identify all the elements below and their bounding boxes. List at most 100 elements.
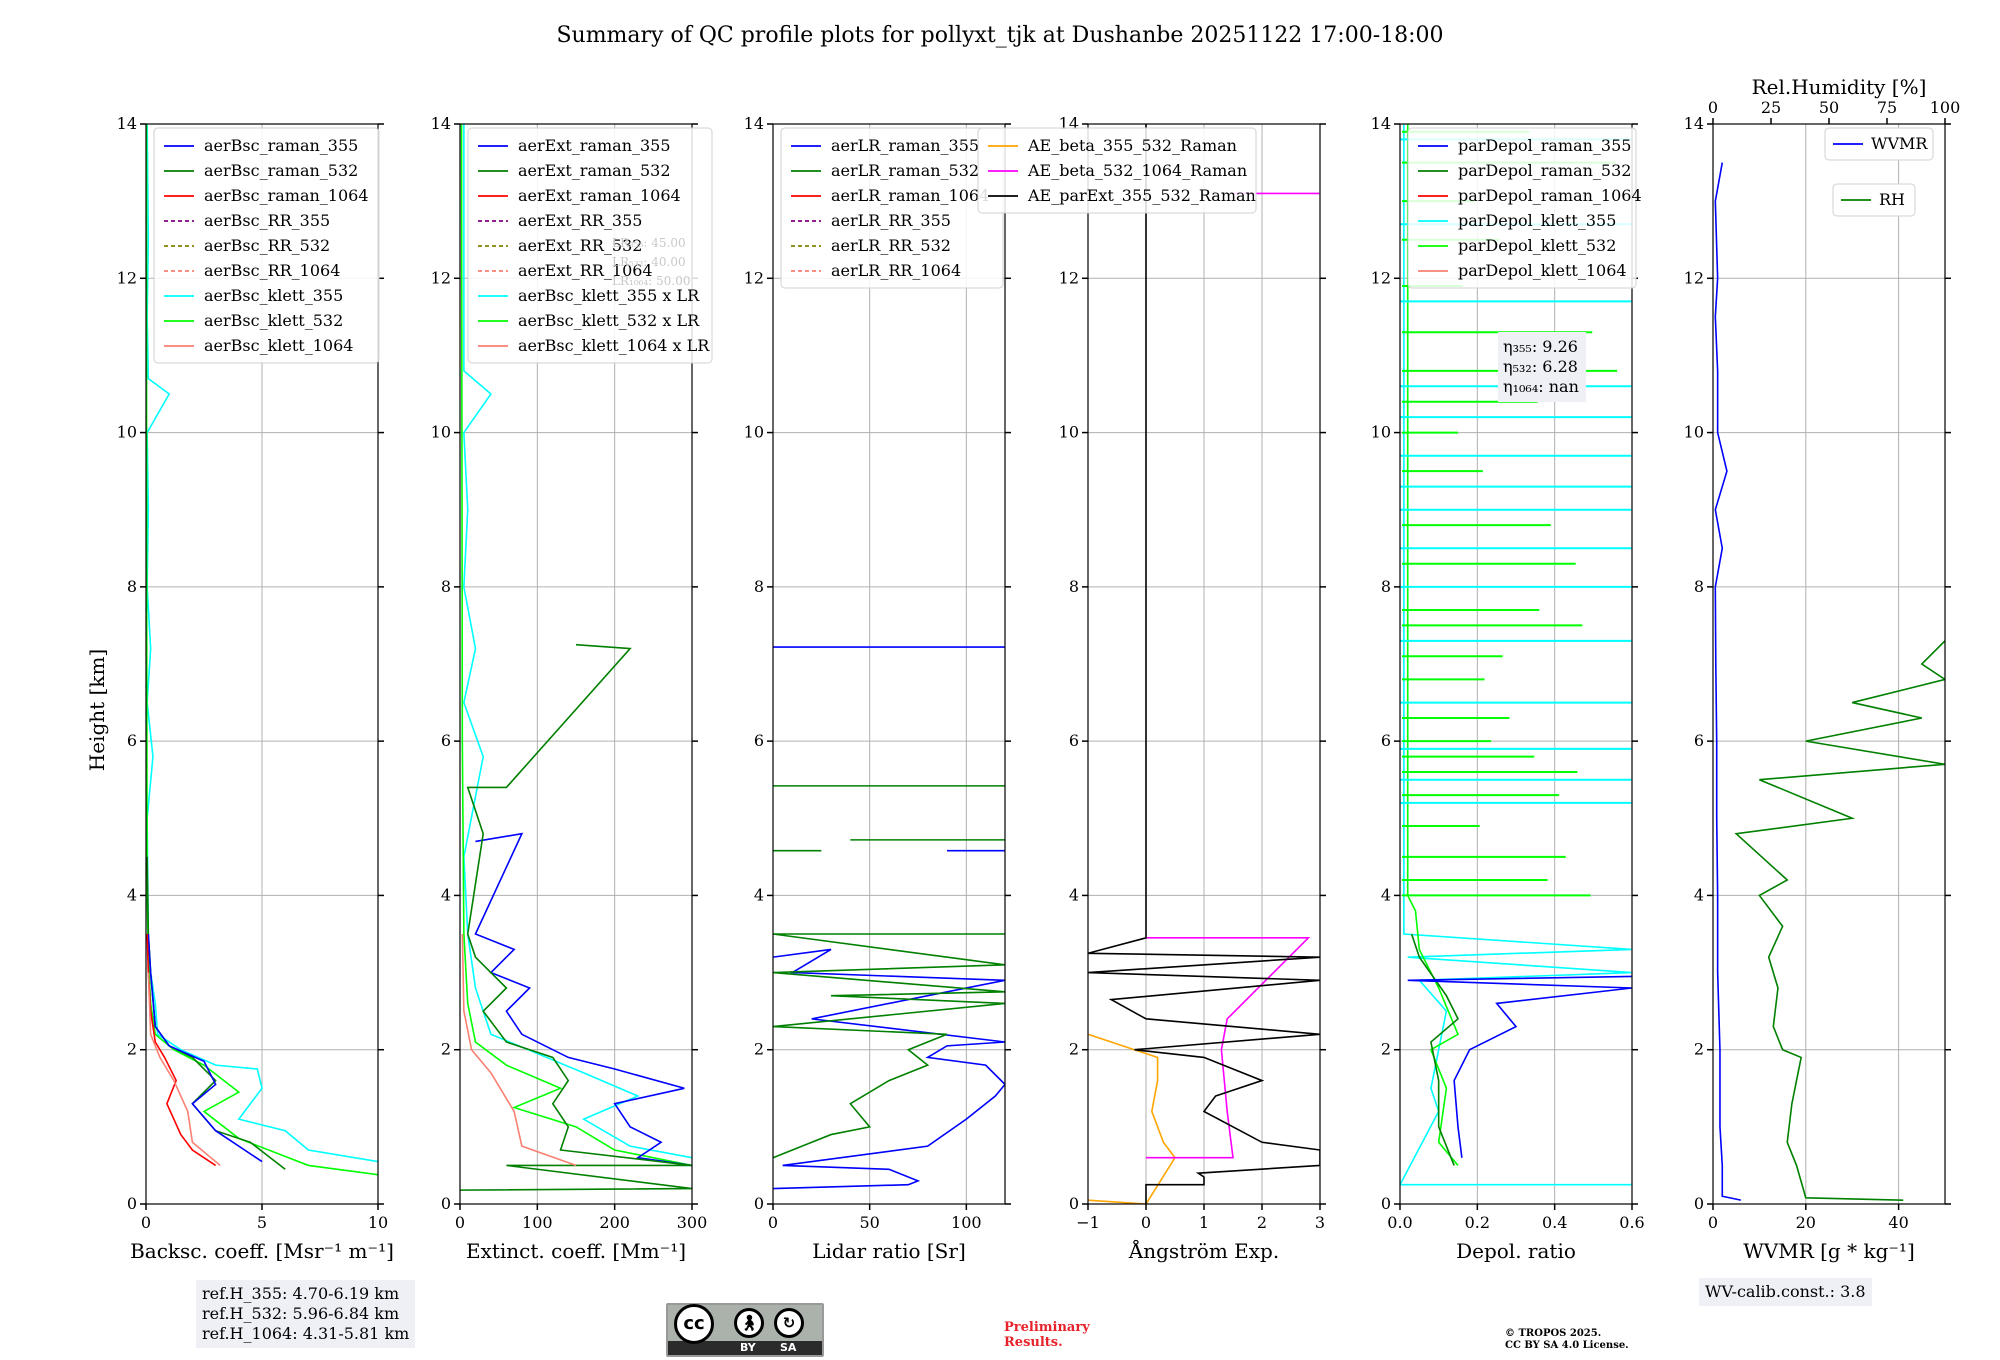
legend-label: AE_beta_532_1064_Raman [1027, 161, 1247, 180]
legend-label: aerExt_raman_532 [518, 161, 671, 180]
y-tick-label: 4 [1694, 885, 1704, 904]
legend-label: parDepol_klett_355 [1458, 211, 1616, 230]
y-tick-label: 2 [441, 1040, 451, 1059]
axes-frame [1712, 123, 1946, 1205]
legend-label: WVMR [1871, 134, 1928, 153]
x-tick-label: 50 [859, 1213, 879, 1232]
x-tick-label: 0.6 [1619, 1213, 1644, 1232]
legend-label: parDepol_raman_1064 [1458, 186, 1642, 205]
by-label: BY [740, 1341, 756, 1354]
wv-calib-box: WV-calib.const.: 3.8 [1699, 1278, 1872, 1306]
y-tick-label: 2 [1381, 1040, 1391, 1059]
series-group [460, 124, 692, 1191]
legend-label: aerBsc_RR_1064 [204, 261, 340, 280]
lidar-ratio-label: LR₃₅₅: 45.00 [612, 236, 686, 250]
eta-box [1498, 332, 1586, 402]
legend-label: aerBsc_raman_532 [204, 161, 358, 180]
legend-label: AE_parExt_355_532_Raman [1027, 186, 1256, 205]
lidar-ratio-label: LR₅₃₂: 40.00 [612, 255, 686, 269]
y-tick-label: 4 [1381, 885, 1391, 904]
x-tick-label: 40 [1888, 1213, 1908, 1232]
y-tick-label: 0 [754, 1194, 764, 1213]
y-tick-label: 4 [127, 885, 137, 904]
legend-label: parDepol_klett_532 [1458, 236, 1616, 255]
y-tick-label: 12 [431, 268, 451, 287]
y-tick-label: 14 [1371, 114, 1391, 133]
series-rh [1734, 640, 1945, 1201]
x-tick-label: 0 [1141, 1213, 1151, 1232]
series-ae-parext-355-532-raman [1088, 124, 1320, 1204]
y-tick-label: 2 [127, 1040, 137, 1059]
panel-5: 0 2 4 6 8 10 12 14 0.0 0.2 0.4 0.6 Depol. ratio parDe… [1371, 114, 1645, 1263]
y-tick-label: 0 [441, 1194, 451, 1213]
y-tick-label: 8 [441, 577, 451, 596]
x-tick-label: 2 [1257, 1213, 1267, 1232]
series-wvmr [1714, 162, 1742, 1201]
panel-1: 0 2 4 6 8 10 12 14 0 5 10 Backsc. coeff. [Msr⁻¹ m⁻¹… [117, 114, 394, 1263]
series-aerlr-raman-355 [773, 948, 1005, 1190]
y-axis-label: Height [km] [85, 649, 109, 771]
eta-label: η₅₃₂: 6.28 [1503, 357, 1578, 376]
y-tick-label: 10 [117, 423, 137, 442]
top-x-tick-label: 25 [1761, 98, 1781, 117]
x-tick-label: 200 [599, 1213, 630, 1232]
axes-frame [772, 123, 1006, 1205]
x-axis-label: Lidar ratio [Sr] [812, 1239, 966, 1263]
legend-label: aerExt_raman_1064 [518, 186, 681, 205]
x-tick-label: −1 [1076, 1213, 1100, 1232]
figure-title: Summary of QC profile plots for pollyxt_… [556, 23, 1443, 48]
legend-label: parDepol_klett_1064 [1458, 261, 1627, 280]
legend-label: aerLR_raman_1064 [831, 186, 989, 205]
series-aerbsc-klett-1064-x-lr [461, 933, 577, 1167]
x-axis-label: Backsc. coeff. [Msr⁻¹ m⁻¹] [130, 1239, 394, 1263]
legend-label: aerBsc_klett_1064 x LR [518, 336, 710, 355]
y-tick-label: 4 [754, 885, 764, 904]
series-pardepol-klett-532 [1406, 124, 1460, 1166]
preliminary-line-2: Results. [1004, 1335, 1063, 1350]
series-aerext-raman-355 [474, 832, 692, 1167]
sa-label: SA [780, 1341, 797, 1354]
y-tick-label: 6 [1694, 731, 1704, 750]
legend-label: aerExt_RR_355 [518, 211, 642, 230]
y-tick-label: 10 [1371, 423, 1391, 442]
legend-label: RH [1879, 190, 1905, 209]
y-tick-label: 2 [1694, 1040, 1704, 1059]
y-tick-label: 12 [1684, 268, 1704, 287]
x-tick-label: 100 [951, 1213, 982, 1232]
legend-label: aerLR_RR_1064 [831, 261, 961, 280]
y-tick-label: 0 [1069, 1194, 1079, 1213]
cc-license-badge: cc 🚶︎ ↻ BY SA [666, 1303, 824, 1357]
legend-box [1832, 183, 1916, 217]
series-pardepol-raman-355 [1407, 975, 1632, 1158]
legend-label: aerBsc_klett_1064 [204, 336, 353, 355]
eta-label: η₁₀₆₄: nan [1503, 377, 1579, 396]
x-tick-label: 0 [1708, 1213, 1718, 1232]
y-tick-label: 10 [1684, 423, 1704, 442]
y-tick-label: 12 [744, 268, 764, 287]
y-tick-label: 14 [117, 114, 137, 133]
legend-label: AE_beta_355_532_Raman [1027, 136, 1237, 155]
copyright-line-1: © TROPOS 2025. [1505, 1328, 1602, 1339]
series-group [1714, 162, 1945, 1201]
x-axis-label: Extinct. coeff. [Mm⁻¹] [466, 1239, 686, 1263]
y-tick-label: 4 [441, 885, 451, 904]
series-aerbsc-raman-532 [146, 856, 286, 1170]
ref-height-532: ref.H_532: 5.96-6.84 km [202, 1304, 400, 1323]
series-pardepol-raman-532 [1410, 933, 1459, 1166]
legend-label: aerBsc_RR_355 [204, 211, 330, 230]
series-group [1088, 124, 1320, 1204]
y-tick-label: 6 [1381, 731, 1391, 750]
y-tick-label: 6 [127, 731, 137, 750]
legend-label: aerBsc_klett_532 [204, 311, 343, 330]
axes-frame [1399, 123, 1633, 1205]
y-tick-label: 6 [754, 731, 764, 750]
preliminary-line-1: Preliminary [1004, 1320, 1090, 1335]
share-alike-icon: ↻ [774, 1308, 804, 1338]
legend-label: aerExt_raman_355 [518, 136, 671, 155]
y-tick-label: 12 [117, 268, 137, 287]
ref-height-355: ref.H_355: 4.70-6.19 km [202, 1284, 400, 1303]
top-x-tick-label: 100 [1930, 98, 1961, 117]
legend-box [1824, 127, 1934, 161]
series-aerbsc-raman-355 [147, 933, 263, 1163]
